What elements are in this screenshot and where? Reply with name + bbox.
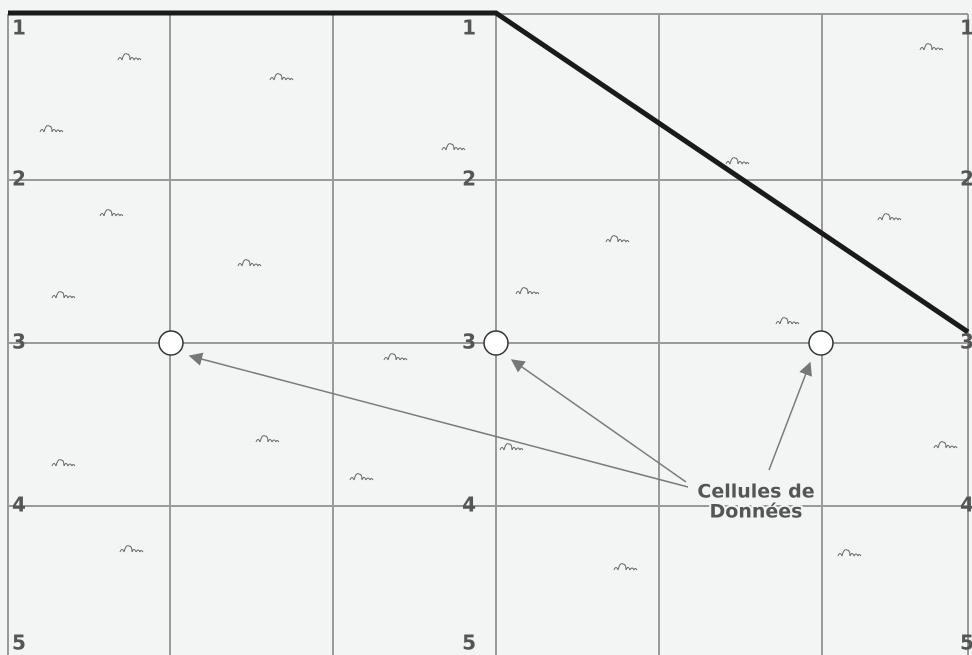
row-label: 5 xyxy=(462,631,476,655)
row-label: 1 xyxy=(462,16,476,40)
data-cells xyxy=(158,330,834,356)
row-label: 2 xyxy=(960,167,972,191)
row-label: 5 xyxy=(12,631,26,655)
row-label: 3 xyxy=(462,330,476,354)
annotation-text: Données xyxy=(710,501,803,523)
row-label: 2 xyxy=(12,167,26,191)
row-label: 4 xyxy=(462,493,476,517)
row-label: 5 xyxy=(960,631,972,655)
row-label: 3 xyxy=(12,330,26,354)
row-label: 4 xyxy=(960,493,972,517)
annotation-text: Cellules de xyxy=(697,481,814,503)
row-label: 3 xyxy=(960,330,972,354)
boundary-line xyxy=(8,10,970,335)
row-label: 1 xyxy=(960,16,972,40)
row-label: 1 xyxy=(12,16,26,40)
row-label: 4 xyxy=(12,493,26,517)
arrows xyxy=(188,352,812,488)
row-label: 2 xyxy=(462,167,476,191)
